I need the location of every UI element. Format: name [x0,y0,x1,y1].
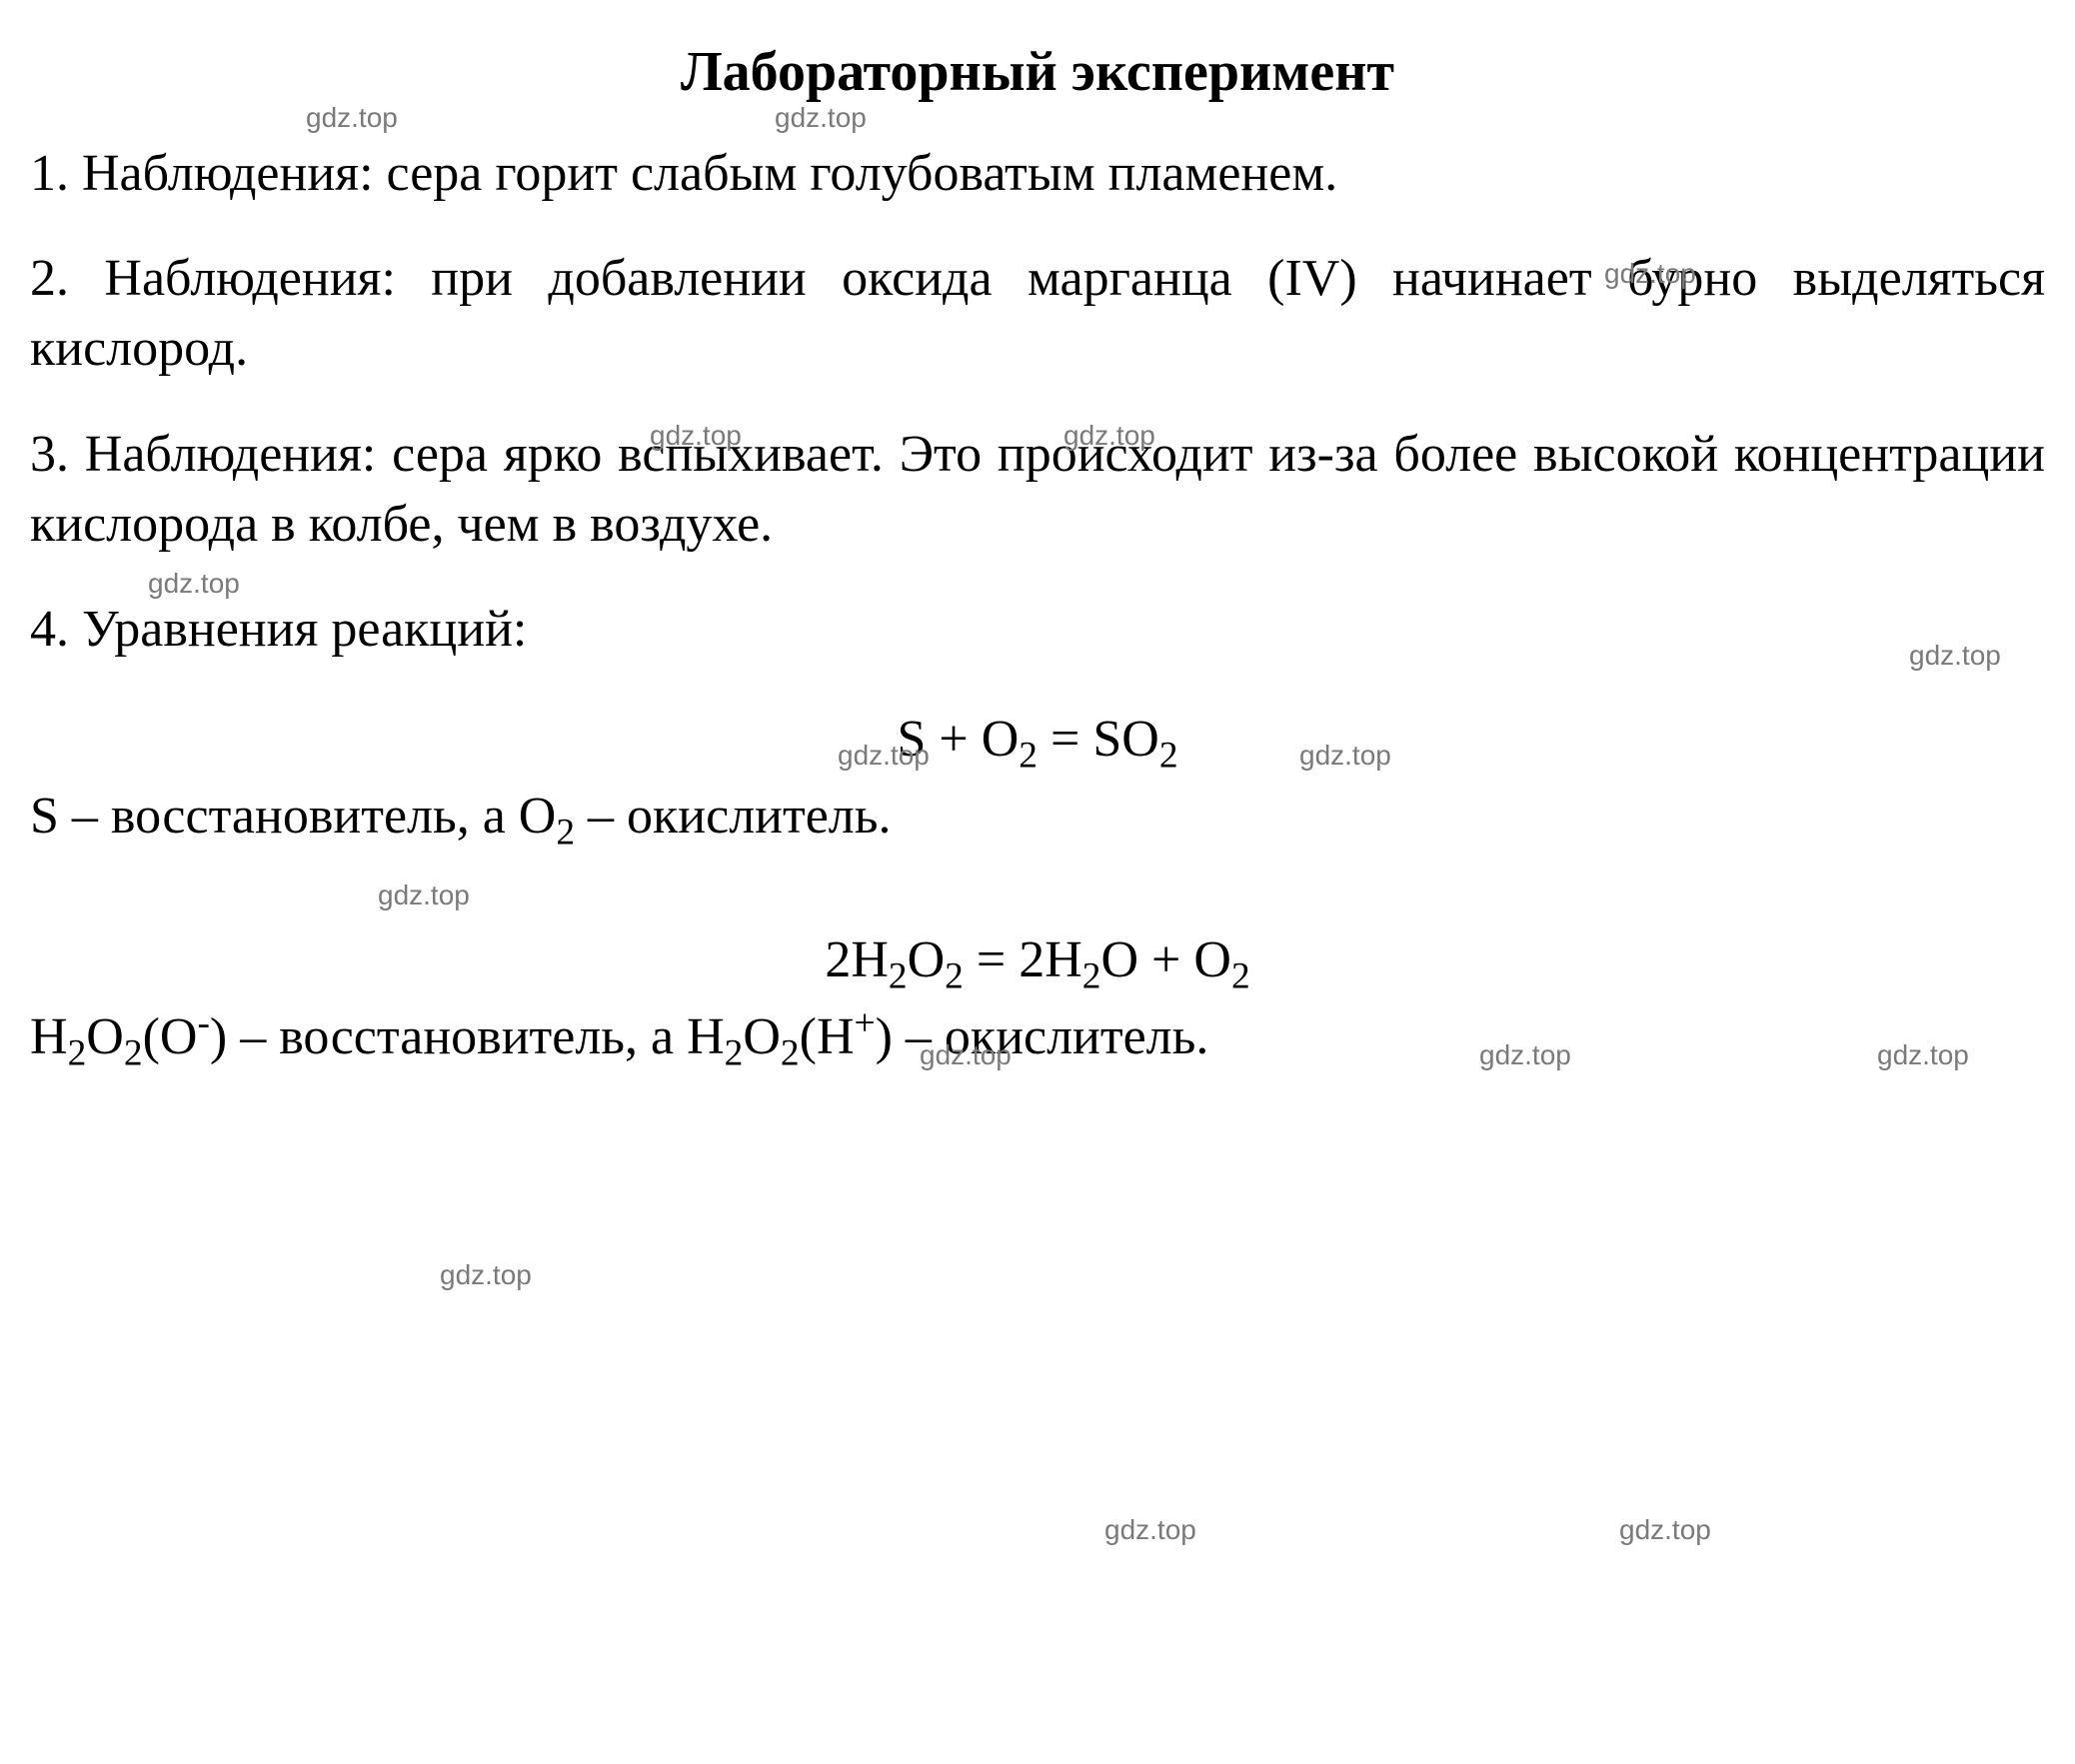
equation-1-text: S + O2 = SO2 [897,711,1177,768]
paragraph-4: 4. Уравнения реакций: [30,595,2045,665]
equation-2-text: 2H2O2 = 2H2O + O2 [825,931,1249,988]
paragraph-1: 1. Наблюдения: сера горит слабым голубов… [30,139,2045,209]
page-title: Лабораторный эксперимент [30,40,2045,104]
watermark: gdz.top [775,102,867,134]
equation-1: S + O2 = SO2 [30,710,2045,769]
watermark: gdz.top [378,880,470,911]
watermark: gdz.top [1104,1514,1196,1546]
watermark: gdz.top [1619,1514,1711,1546]
paragraph-2: 2. Наблюдения: при добавлении оксида мар… [30,244,2045,384]
equation-2-note: H2O2(O-) – восстановитель, а H2O2(H+) – … [30,1007,2045,1066]
equation-1-note: S – восстановитель, а O2 – окислитель. [30,787,2045,846]
watermark: gdz.top [306,102,398,134]
equation-2: 2H2O2 = 2H2O + O2 [30,930,2045,989]
watermark: gdz.top [440,1259,532,1291]
paragraph-3: 3. Наблюдения: сера ярко вспыхивает. Это… [30,420,2045,560]
